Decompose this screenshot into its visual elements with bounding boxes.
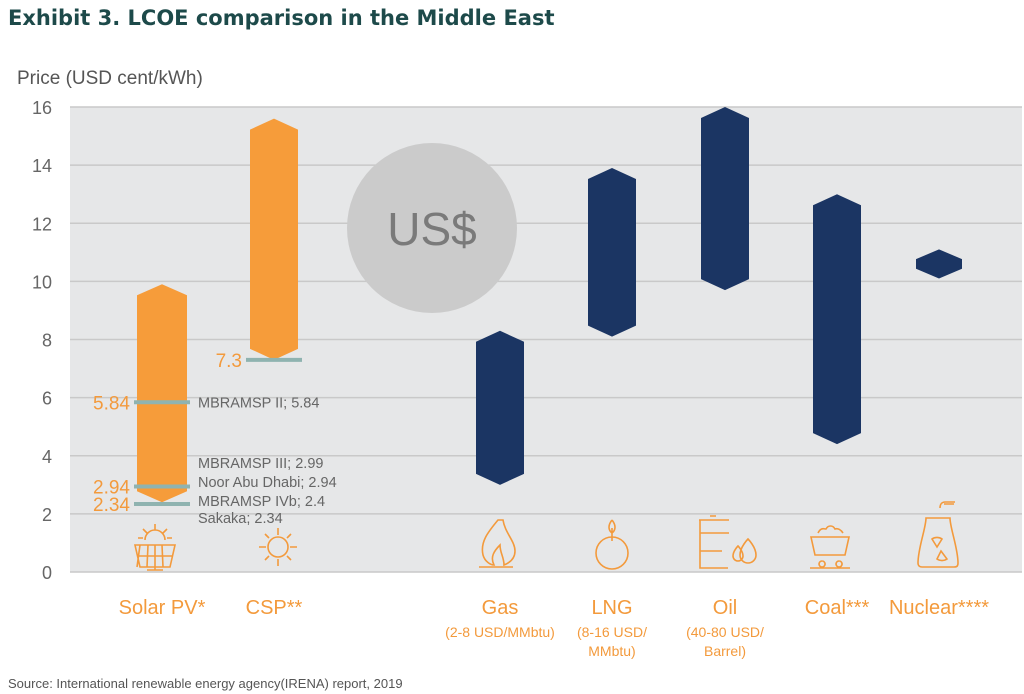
- source-note: Source: International renewable energy a…: [8, 676, 403, 691]
- usd-badge: [347, 143, 517, 313]
- marker-value: 5.84: [93, 393, 130, 414]
- lng-icon: [595, 519, 629, 570]
- range-bar-csp: [250, 118, 298, 360]
- y-tick-label: 6: [42, 389, 52, 409]
- category-sublabel: Barrel): [704, 643, 746, 659]
- range-bar-nuclear: [916, 249, 962, 279]
- range-bar-solarpv: [137, 284, 187, 503]
- category-sublabel: (8-16 USD/: [577, 624, 647, 640]
- y-tick-label: 14: [32, 156, 52, 176]
- category-label: Oil: [713, 597, 737, 619]
- y-tick-label: 12: [32, 214, 52, 234]
- project-annotation: MBRAMSP IVb; 2.4: [198, 494, 325, 510]
- y-tick-label: 10: [32, 272, 52, 292]
- nuclear-plant-icon: [917, 501, 959, 568]
- y-tick-label: 2: [42, 505, 52, 525]
- marker-value: 7.3: [216, 351, 242, 372]
- category-label: Coal***: [805, 597, 870, 619]
- category-label: Gas: [482, 597, 519, 619]
- project-annotation: Sakaka; 2.34: [198, 511, 283, 527]
- project-annotation: MBRAMSP III; 2.99: [198, 456, 323, 472]
- y-tick-label: 0: [42, 563, 52, 583]
- marker-value: 2.94: [93, 478, 130, 499]
- category-sublabel: MMbtu): [588, 643, 635, 659]
- category-label: Nuclear****: [889, 597, 989, 619]
- range-bar-gas: [476, 330, 524, 485]
- solar-panel-icon: [133, 524, 177, 571]
- category-sublabel: (2-8 USD/MMbtu): [445, 624, 555, 640]
- sun-icon: [259, 528, 297, 566]
- flame-icon: [479, 519, 516, 568]
- coal-cart-icon: [810, 525, 850, 569]
- range-bar-oil: [701, 107, 749, 291]
- project-annotation: Noor Abu Dhabi; 2.94: [198, 475, 337, 491]
- category-label: LNG: [591, 597, 632, 619]
- chart-title: Exhibit 3. LCOE comparison in the Middle…: [8, 6, 555, 30]
- range-bar-lng: [588, 168, 636, 337]
- oil-barrel-icon: [699, 515, 757, 569]
- y-axis-label: Price (USD cent/kWh): [17, 68, 203, 89]
- usd-badge-text: US$: [387, 203, 476, 255]
- category-label: CSP**: [246, 597, 303, 619]
- project-annotation: MBRAMSP II; 5.84: [198, 395, 319, 411]
- category-sublabel: (40-80 USD/: [686, 624, 764, 640]
- y-tick-label: 16: [32, 98, 52, 118]
- category-label: Solar PV*: [119, 597, 206, 619]
- y-tick-label: 4: [42, 447, 52, 467]
- y-tick-label: 8: [42, 331, 52, 351]
- range-bar-coal: [813, 194, 861, 445]
- marker-value: 2.34: [93, 495, 130, 516]
